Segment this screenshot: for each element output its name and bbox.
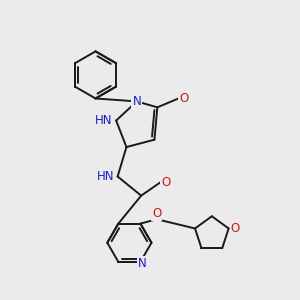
Text: HN: HN <box>95 114 112 127</box>
Text: N: N <box>137 257 146 270</box>
Text: HN: HN <box>97 170 114 183</box>
Text: O: O <box>152 207 161 220</box>
Text: O: O <box>161 176 170 189</box>
Text: N: N <box>132 95 141 108</box>
Text: O: O <box>179 92 188 105</box>
Text: O: O <box>230 222 240 235</box>
